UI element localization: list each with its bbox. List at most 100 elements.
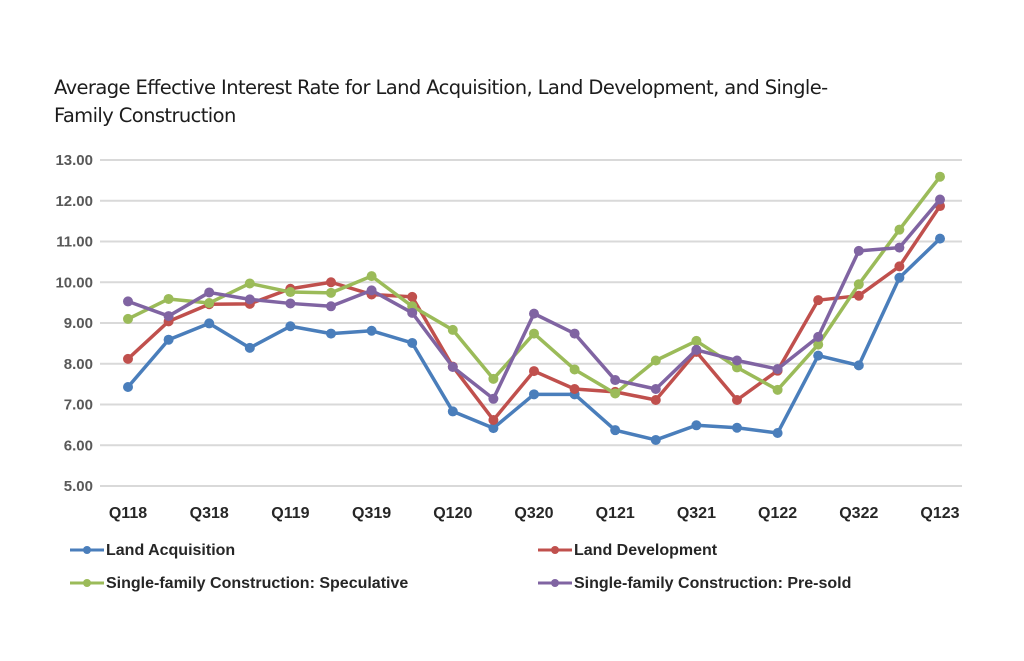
data-point [691,420,702,431]
data-point [650,355,661,366]
x-tick-label: Q321 [677,505,716,522]
data-point [935,233,945,244]
data-point [407,337,418,348]
y-axis: 5.00 6.00 7.00 8.00 9.00 10.00 11.00 12.00 13.00 [55,152,93,495]
data-point [853,290,864,301]
x-tick-label: Q122 [758,505,797,522]
legend-marker [83,546,91,554]
data-point [894,261,905,272]
data-point [813,331,824,342]
data-point [244,278,255,289]
data-point [529,328,539,339]
data-point [244,294,255,305]
data-point [204,298,215,309]
data-point [529,389,539,400]
x-tick-label: Q118 [109,505,147,522]
data-point [488,414,499,425]
x-tick-label: Q119 [271,505,309,522]
x-tick-label: Q320 [514,505,553,522]
data-point [123,381,133,392]
data-point [366,285,377,296]
data-point [610,425,621,436]
y-tick-label: 10.00 [55,274,93,291]
data-point [244,342,255,353]
data-point [691,344,702,355]
x-tick-label: Q120 [433,505,472,522]
legend-label: Land Acquisition [106,542,235,559]
data-point [732,395,742,406]
data-point [285,321,296,332]
data-point [163,334,174,345]
data-point [326,301,336,312]
data-point [366,271,377,282]
data-point [935,194,945,205]
data-point [488,373,499,384]
x-tick-label: Q121 [596,505,635,522]
data-point [569,328,580,339]
x-tick-label: Q322 [839,505,878,522]
data-point [853,279,864,290]
data-point [610,388,621,399]
gridlines [100,159,962,487]
data-point [650,395,661,406]
legend-marker [551,546,559,554]
data-point [447,362,458,373]
data-point [772,364,783,375]
data-point [569,384,580,395]
x-tick-label: Q318 [190,505,229,522]
chart-title-line-2: Family Construction [54,104,236,127]
data-point [488,393,499,404]
data-point [488,423,499,434]
data-point [894,224,905,235]
data-point [813,350,824,361]
data-point [691,335,702,346]
x-tick-label: Q319 [352,505,391,522]
y-tick-label: 6.00 [64,437,93,454]
legend-label: Single-family Construction: Speculative [106,575,408,592]
legend-item: Land Development [538,542,718,559]
data-point [813,339,824,350]
x-tick-label: Q123 [920,505,959,522]
y-tick-label: 9.00 [64,315,93,332]
data-point [326,287,336,298]
data-point [285,298,296,309]
data-point [569,364,580,375]
series-land-acquisition [123,233,945,445]
data-point [407,291,418,302]
data-point [204,318,215,329]
series-single-family-construction-speculative [123,171,945,399]
data-point [447,406,458,417]
data-point [163,311,174,322]
data-point [529,366,539,377]
y-tick-label: 13.00 [55,152,93,169]
data-point [407,307,418,318]
data-point [772,384,783,395]
legend-item: Land Acquisition [70,542,235,559]
y-tick-label: 8.00 [64,356,93,373]
data-point [610,375,621,386]
x-axis: Q118 Q318 Q119 Q319 Q120 Q320 Q121 Q321 Q122 Q322… [109,505,960,522]
legend-label: Land Development [574,542,718,559]
data-point [650,384,661,395]
data-point [366,325,377,336]
data-point [772,428,783,439]
data-point [326,328,336,339]
data-point [326,277,336,288]
data-point [935,171,945,182]
y-tick-label: 11.00 [56,234,93,251]
data-point [204,287,215,298]
series-group [123,171,945,445]
data-point [894,272,905,283]
data-point [123,313,133,324]
legend: Land Acquisition Land Development Single-f… [70,542,851,592]
data-point [123,296,133,307]
data-point [650,434,661,445]
data-point [732,355,742,366]
y-tick-label: 12.00 [55,193,93,210]
legend-marker [551,579,559,587]
data-point [447,324,458,335]
y-tick-label: 5.00 [64,478,93,495]
data-point [813,295,824,306]
chart-title-line-1: Average Effective Interest Rate for Land… [54,76,828,99]
